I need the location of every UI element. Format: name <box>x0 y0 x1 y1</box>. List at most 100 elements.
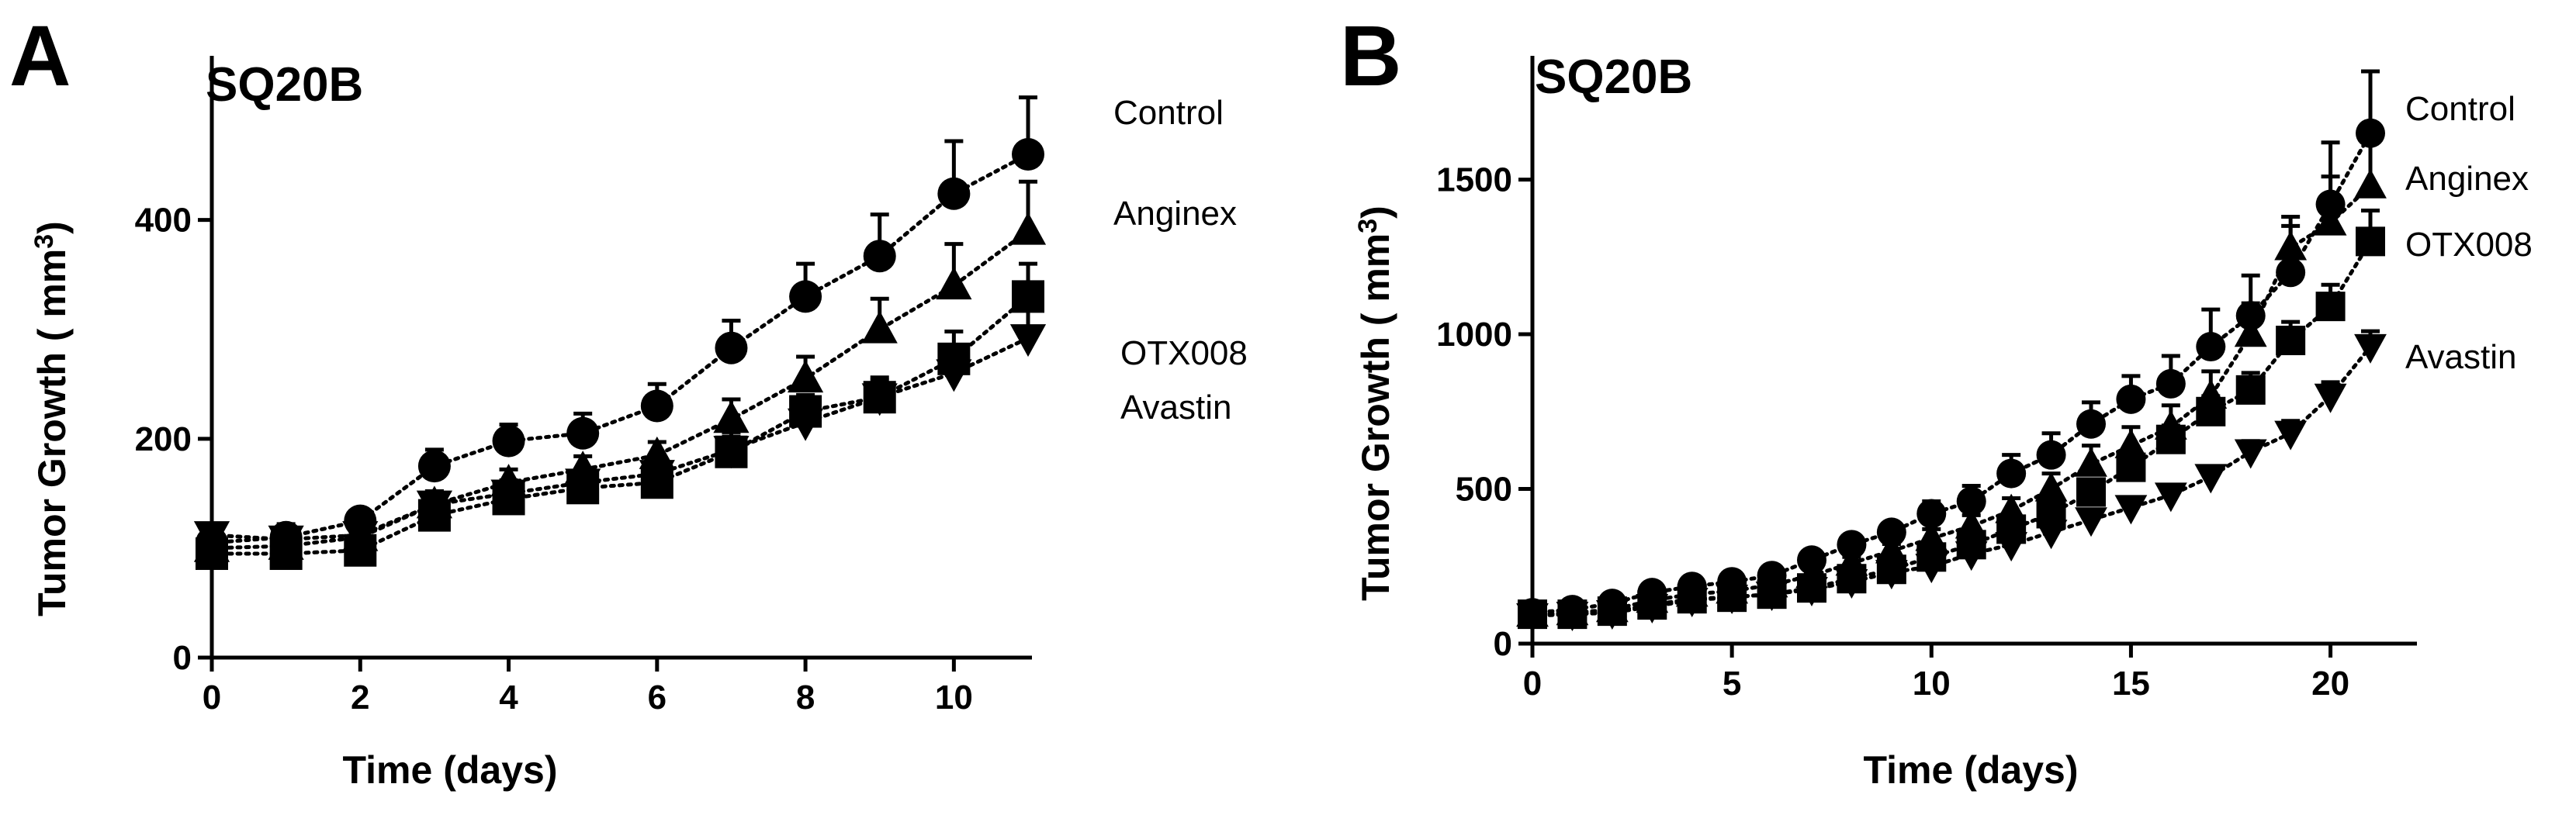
panel-a-series-avastin <box>193 306 1047 558</box>
panel-b-series-otx008 <box>1518 208 2385 630</box>
panel-b-label-anginex: Anginex <box>2405 160 2529 198</box>
panel-b-series-anginex-point <box>2034 471 2068 502</box>
panel-b-series-otx008-point <box>2116 452 2146 482</box>
panel-b-series-anginex-point <box>2354 168 2387 199</box>
panel-b-y-axis-label: Tumor Growth ( mm3) <box>1353 205 1397 601</box>
panel-a-series-control-point <box>417 450 451 483</box>
panel-b-series-control-point <box>1876 517 1906 547</box>
panel-b-x-tick-label: 15 <box>2112 665 2150 703</box>
panel-b-label-control: Control <box>2405 90 2515 128</box>
panel-b-series-otx008-point <box>2076 477 2106 507</box>
panel-b-series-avastin-point <box>1636 593 1669 623</box>
panel-a-series-anginex-point <box>936 267 972 300</box>
panel-a-series-control-point <box>492 424 525 458</box>
panel-b-series-avastin <box>1516 329 2387 633</box>
panel-a-series-control-point <box>715 331 748 364</box>
panel-b-y-tick-label: 1500 <box>1436 161 1512 199</box>
panel-b-series-avastin-point <box>2194 464 2228 494</box>
panel-b-series-control <box>1518 69 2385 628</box>
panel-b-letter: B <box>1340 9 1401 104</box>
panel-a-series-anginex-point <box>787 360 824 393</box>
panel-b-series-avastin-line <box>1530 344 2373 618</box>
panel-b-series-avastin-point <box>2354 333 2387 364</box>
panel-b-series-avastin-point <box>2075 507 2107 537</box>
panel-b-series-control-point <box>1916 499 1947 529</box>
panel-b-y-tick-label: 1000 <box>1436 316 1512 354</box>
panel-b-series-control-point <box>1956 486 1986 516</box>
panel-b-series-anginex-point <box>2274 230 2308 261</box>
panel-b-x-tick-label: 20 <box>2311 665 2349 703</box>
panel-a-series-avastin-point <box>861 383 898 416</box>
panel-b-series-otx008-point <box>2235 375 2266 405</box>
panel-b-series-anginex-point <box>2075 447 2107 477</box>
panel-b-series-avastin-point <box>1915 554 1948 584</box>
panel-b-series-otx008-point <box>2356 226 2385 257</box>
panel-b-series-anginex-line <box>1530 184 2373 616</box>
panel-b-series-avastin-point <box>2034 520 2068 550</box>
panel-a-series-control-point <box>863 240 896 273</box>
panel-b-series-avastin-point <box>1795 577 1828 607</box>
panel-b-series-anginex-point <box>2234 317 2267 347</box>
panel-b-label-otx008: OTX008 <box>2405 226 2533 264</box>
panel-b-series-control-point <box>1996 458 2027 489</box>
panel-b-series-otx008-point <box>2315 292 2346 322</box>
panel-a-series-avastin-point <box>565 468 601 502</box>
panel-a-y-axis-label: Tumor Growth ( mm3) <box>29 221 74 616</box>
panel-a-y-tick-label: 400 <box>135 202 192 240</box>
panel-a-series-control <box>196 95 1044 559</box>
panel-b-series-avastin-point <box>1875 560 1908 590</box>
panel-a-x-axis-label: Time (days) <box>343 748 558 792</box>
panel-b-series-avastin-point <box>1595 599 1629 630</box>
panel-a-series-anginex-point <box>1009 212 1047 245</box>
panel-a-series-avastin-point <box>1009 324 1047 357</box>
panel-b-series-avastin-point <box>1835 569 1868 599</box>
panel-a-series-avastin-point <box>342 521 379 554</box>
panel-a-label-otx008: OTX008 <box>1120 334 1248 372</box>
panel-a-series-avastin-point <box>490 479 527 513</box>
panel-b-series-avastin-point <box>1755 582 1788 612</box>
panel-a-series-avastin-point <box>713 436 750 469</box>
panel-a-series-otx008-line <box>209 294 1030 556</box>
panel-a-y-tick-label: 200 <box>135 420 192 458</box>
panel-a-letter: A <box>9 9 71 104</box>
panel-b-x-tick-label: 5 <box>1723 665 1741 703</box>
panel-a-series-avastin-point <box>193 521 230 554</box>
panel-a-series-control-point <box>937 177 971 210</box>
panel-a-series-avastin-point <box>416 490 453 523</box>
panel-a-series-control-point <box>640 389 673 423</box>
panel-a-series-anginex-point <box>713 400 750 433</box>
panel-a-series-avastin-point <box>787 408 824 441</box>
panel-a-series-control-point <box>1012 137 1044 171</box>
panel-a-label-anginex: Anginex <box>1113 195 1237 233</box>
panel-a-series-otx008 <box>196 261 1044 570</box>
panel-a-plot: 0 200 400 0 2 4 6 8 10 Control Anginex OTX008 Avasti… <box>135 56 1248 717</box>
panel-a-x-tick-label: 6 <box>648 679 667 717</box>
panel-a-x-tick-label: 2 <box>351 679 369 717</box>
panel-a-series-avastin-point <box>268 525 304 558</box>
panel-a-y-tick-label: 0 <box>173 639 192 677</box>
panel-b-series-avastin-point <box>2234 439 2267 469</box>
panel-b-title: SQ20B <box>1535 50 1692 104</box>
panel-a-x-tick-label: 4 <box>499 679 518 717</box>
panel-b-series-otx008-point <box>2276 326 2306 356</box>
panel-b-series-avastin-point <box>2114 495 2148 525</box>
panel-b-y-tick-label: 0 <box>1494 625 1512 663</box>
panel-b-series-otx008-point <box>2196 396 2226 426</box>
panel-a: A SQ20B Time (days) Tumor Growth ( mm3) … <box>9 9 1248 792</box>
panel-a-series-control-point <box>566 416 600 450</box>
panel-a-series-avastin-point <box>639 460 675 493</box>
panel-b-label-avastin: Avastin <box>2405 338 2517 376</box>
panel-b-x-tick-label: 10 <box>1913 665 1951 703</box>
panel-b-series-avastin-point <box>1716 585 1749 615</box>
panel-b-series-control-line <box>1530 131 2373 615</box>
panel-a-series-avastin-line <box>209 336 1030 542</box>
panel-a-x-tick-label: 0 <box>203 679 221 717</box>
panel-b-x-tick-label: 0 <box>1523 665 1542 703</box>
panel-b-series-otx008-line <box>1530 239 2373 616</box>
panel-b-series-control-point <box>1837 530 1867 560</box>
panel-a-label-avastin: Avastin <box>1120 389 1232 426</box>
panel-a-x-tick-label: 10 <box>935 679 973 717</box>
panel-a-series-control-point <box>789 280 822 313</box>
panel-a-series-anginex-point <box>861 310 898 344</box>
panel-b-series-control-point <box>2116 384 2146 414</box>
